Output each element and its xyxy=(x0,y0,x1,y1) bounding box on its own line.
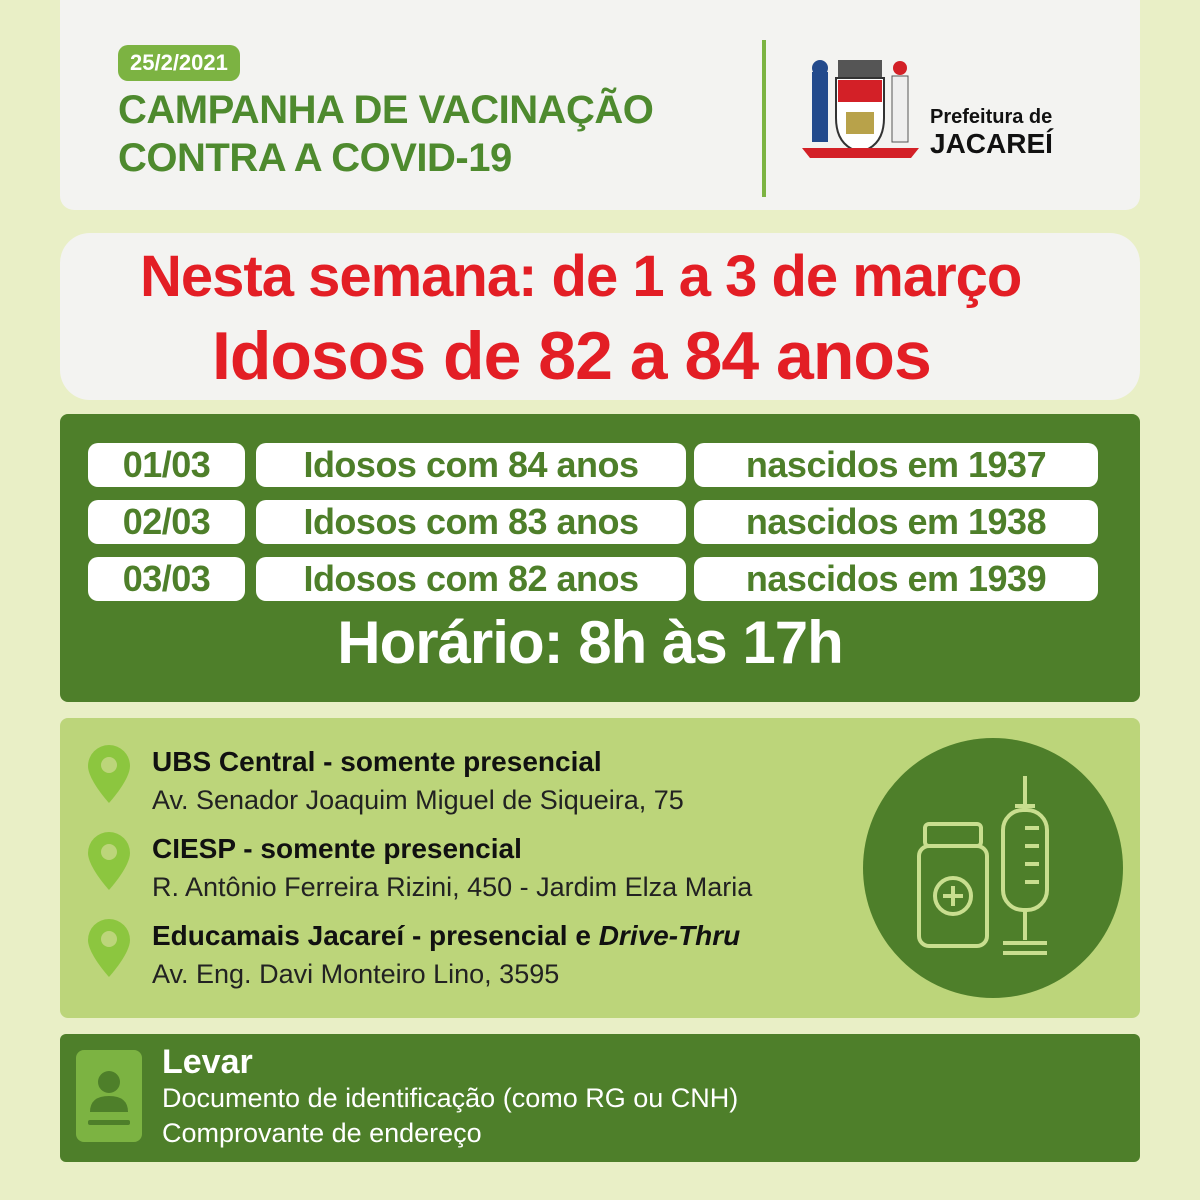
id-card-icon xyxy=(76,1050,142,1142)
location-name-text: Educamais Jacareí - presencial e xyxy=(152,920,599,951)
header-panel: 25/2/2021 CAMPANHA DE VACINAÇÃO CONTRA A… xyxy=(60,0,1140,210)
row-date: 02/03 xyxy=(88,500,245,544)
location-name-italic: Drive-Thru xyxy=(598,920,741,951)
location-address: R. Antônio Ferreira Rizini, 450 - Jardim… xyxy=(152,872,753,902)
week-panel: Nesta semana: de 1 a 3 de março Idosos d… xyxy=(60,233,1140,400)
bring-item: Comprovante de endereço xyxy=(162,1118,482,1148)
row-born: nascidos em 1937 xyxy=(694,443,1098,487)
divider xyxy=(762,40,766,197)
row-group: Idosos com 82 anos xyxy=(256,557,686,601)
vaccine-vial-icon xyxy=(917,822,989,948)
row-date: 01/03 xyxy=(88,443,245,487)
week-dates: Nesta semana: de 1 a 3 de março xyxy=(140,244,1022,309)
row-born: nascidos em 1939 xyxy=(694,557,1098,601)
city-coat-of-arms-logo xyxy=(802,60,919,158)
bring-item: Documento de identificação (como RG ou C… xyxy=(162,1083,739,1113)
row-born: nascidos em 1938 xyxy=(694,500,1098,544)
org-name-line2: JACAREÍ xyxy=(930,128,1053,159)
location-name: UBS Central - somente presencial xyxy=(152,746,602,777)
location-name: CIESP - somente presencial xyxy=(152,833,522,864)
row-group: Idosos com 84 anos xyxy=(256,443,686,487)
location-address: Av. Senador Joaquim Miguel de Siqueira, … xyxy=(152,785,684,815)
row-group: Idosos com 83 anos xyxy=(256,500,686,544)
location-name: Educamais Jacareí - presencial e Drive-T… xyxy=(152,920,740,952)
date-badge: 25/2/2021 xyxy=(118,45,240,81)
row-date: 03/03 xyxy=(88,557,245,601)
org-name-line1: Prefeitura de xyxy=(930,106,1053,128)
location-pin-icon xyxy=(88,745,130,803)
location-pin-icon xyxy=(88,919,130,977)
bring-panel xyxy=(60,1034,1140,1162)
location-pin-icon xyxy=(88,832,130,890)
vaccine-circle xyxy=(863,738,1123,998)
syringe-icon xyxy=(1001,776,1049,955)
hours: Horário: 8h às 17h xyxy=(337,609,844,676)
campaign-title-line2: CONTRA A COVID-19 xyxy=(118,136,512,180)
bring-title: Levar xyxy=(162,1043,253,1081)
campaign-title-line1: CAMPANHA DE VACINAÇÃO xyxy=(118,88,654,132)
location-address: Av. Eng. Davi Monteiro Lino, 3595 xyxy=(152,959,560,989)
age-group: Idosos de 82 a 84 anos xyxy=(212,318,932,394)
